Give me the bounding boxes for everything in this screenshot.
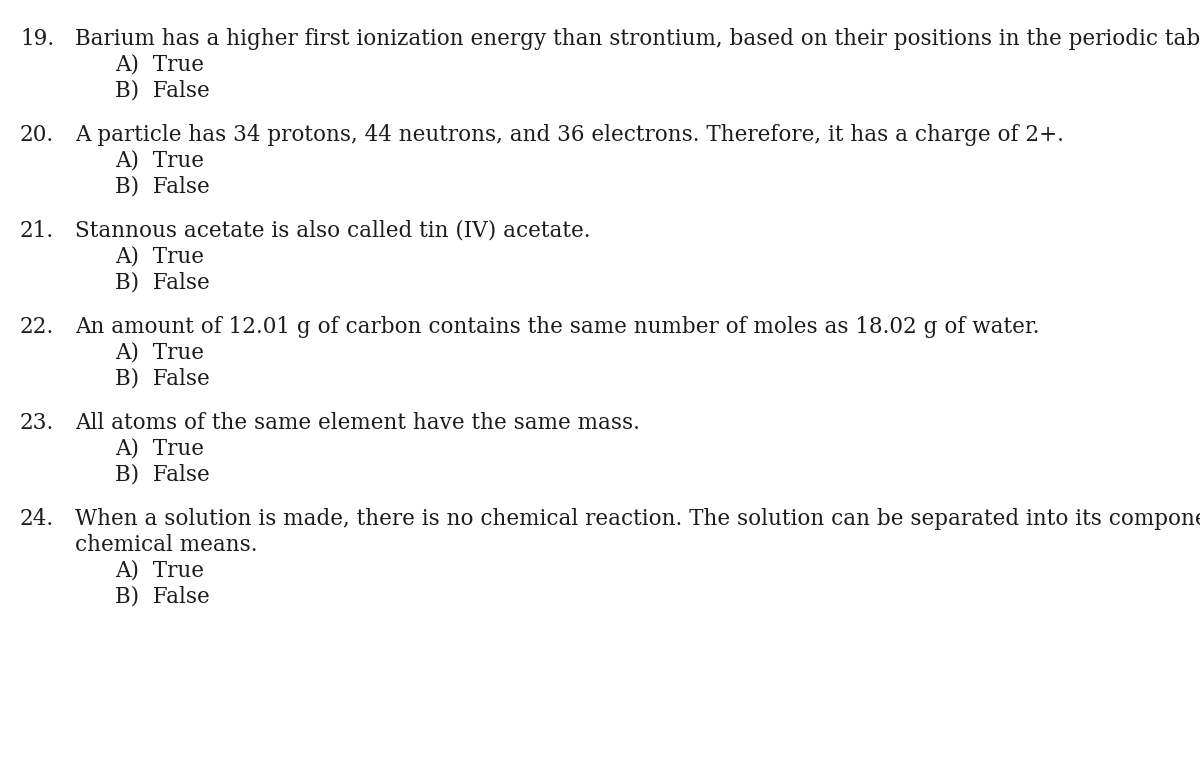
Text: Barium has a higher first ionization energy than strontium, based on their posit: Barium has a higher first ionization ene… (74, 28, 1200, 50)
Text: B)  False: B) False (115, 80, 210, 102)
Text: A)  True: A) True (115, 438, 204, 460)
Text: chemical means.: chemical means. (74, 534, 258, 556)
Text: 20.: 20. (20, 124, 54, 146)
Text: 23.: 23. (20, 412, 54, 434)
Text: A particle has 34 protons, 44 neutrons, and 36 electrons. Therefore, it has a ch: A particle has 34 protons, 44 neutrons, … (74, 124, 1064, 146)
Text: 22.: 22. (20, 316, 54, 338)
Text: Stannous acetate is also called tin (IV) acetate.: Stannous acetate is also called tin (IV)… (74, 220, 590, 242)
Text: All atoms of the same element have the same mass.: All atoms of the same element have the s… (74, 412, 640, 434)
Text: An amount of 12.01 g of carbon contains the same number of moles as 18.02 g of w: An amount of 12.01 g of carbon contains … (74, 316, 1039, 338)
Text: A)  True: A) True (115, 560, 204, 582)
Text: A)  True: A) True (115, 150, 204, 172)
Text: B)  False: B) False (115, 176, 210, 198)
Text: A)  True: A) True (115, 246, 204, 268)
Text: 21.: 21. (20, 220, 54, 242)
Text: A)  True: A) True (115, 54, 204, 76)
Text: B)  False: B) False (115, 272, 210, 294)
Text: When a solution is made, there is no chemical reaction. The solution can be sepa: When a solution is made, there is no che… (74, 508, 1200, 530)
Text: 19.: 19. (20, 28, 54, 50)
Text: 24.: 24. (20, 508, 54, 530)
Text: B)  False: B) False (115, 368, 210, 390)
Text: A)  True: A) True (115, 342, 204, 364)
Text: B)  False: B) False (115, 586, 210, 608)
Text: B)  False: B) False (115, 464, 210, 486)
